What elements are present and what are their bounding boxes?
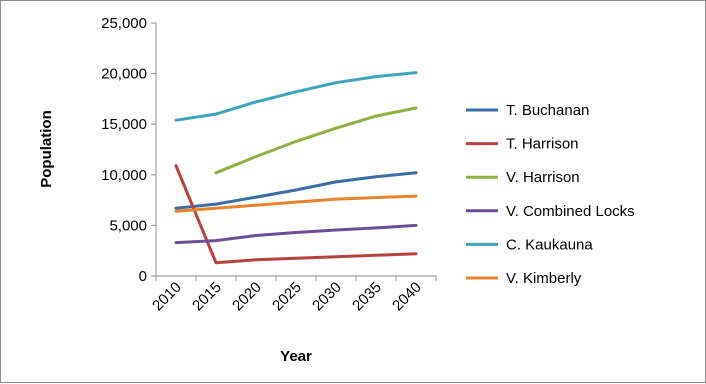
- series-line: [174, 171, 418, 210]
- series-line: [174, 164, 418, 265]
- y-axis-ticks: 0 5,000 10,000 15,000 20,000 25,000: [101, 15, 156, 285]
- legend-label: V. Harrison: [506, 169, 580, 186]
- x-tick-label: 2010: [149, 279, 185, 315]
- x-tick-label: 2030: [309, 279, 345, 315]
- legend: T. Buchanan T. Harrison V. Harrison V. Comb…: [466, 102, 635, 287]
- legend-label: V. Combined Locks: [506, 203, 635, 220]
- legend-label: C. Kaukauna: [506, 236, 593, 253]
- series-line: [174, 71, 418, 122]
- x-tick-label: 2025: [269, 279, 305, 315]
- y-axis-title: Population: [38, 110, 55, 188]
- y-tick-label: 20,000: [101, 66, 147, 83]
- y-tick-label: 0: [139, 268, 147, 285]
- series-line: [174, 194, 418, 213]
- x-tick-label: 2020: [229, 279, 265, 315]
- legend-label: V. Kimberly: [506, 270, 582, 287]
- series-line: [174, 223, 418, 245]
- series-line: [214, 106, 418, 175]
- legend-label: T. Buchanan: [506, 102, 589, 119]
- x-tick-label: 2015: [189, 279, 225, 315]
- x-tick-label: 2035: [349, 279, 385, 315]
- x-axis-title: Year: [280, 348, 312, 365]
- x-axis-ticks: 2010 2015 2020 2025 2030 2035 2040: [149, 276, 437, 315]
- y-tick-label: 25,000: [101, 15, 147, 32]
- legend-label: T. Harrison: [506, 136, 579, 153]
- y-tick-label: 10,000: [101, 167, 147, 184]
- series-lines: [174, 71, 418, 265]
- y-tick-label: 15,000: [101, 116, 147, 133]
- x-tick-label: 2040: [389, 279, 425, 315]
- y-tick-label: 5,000: [109, 217, 147, 234]
